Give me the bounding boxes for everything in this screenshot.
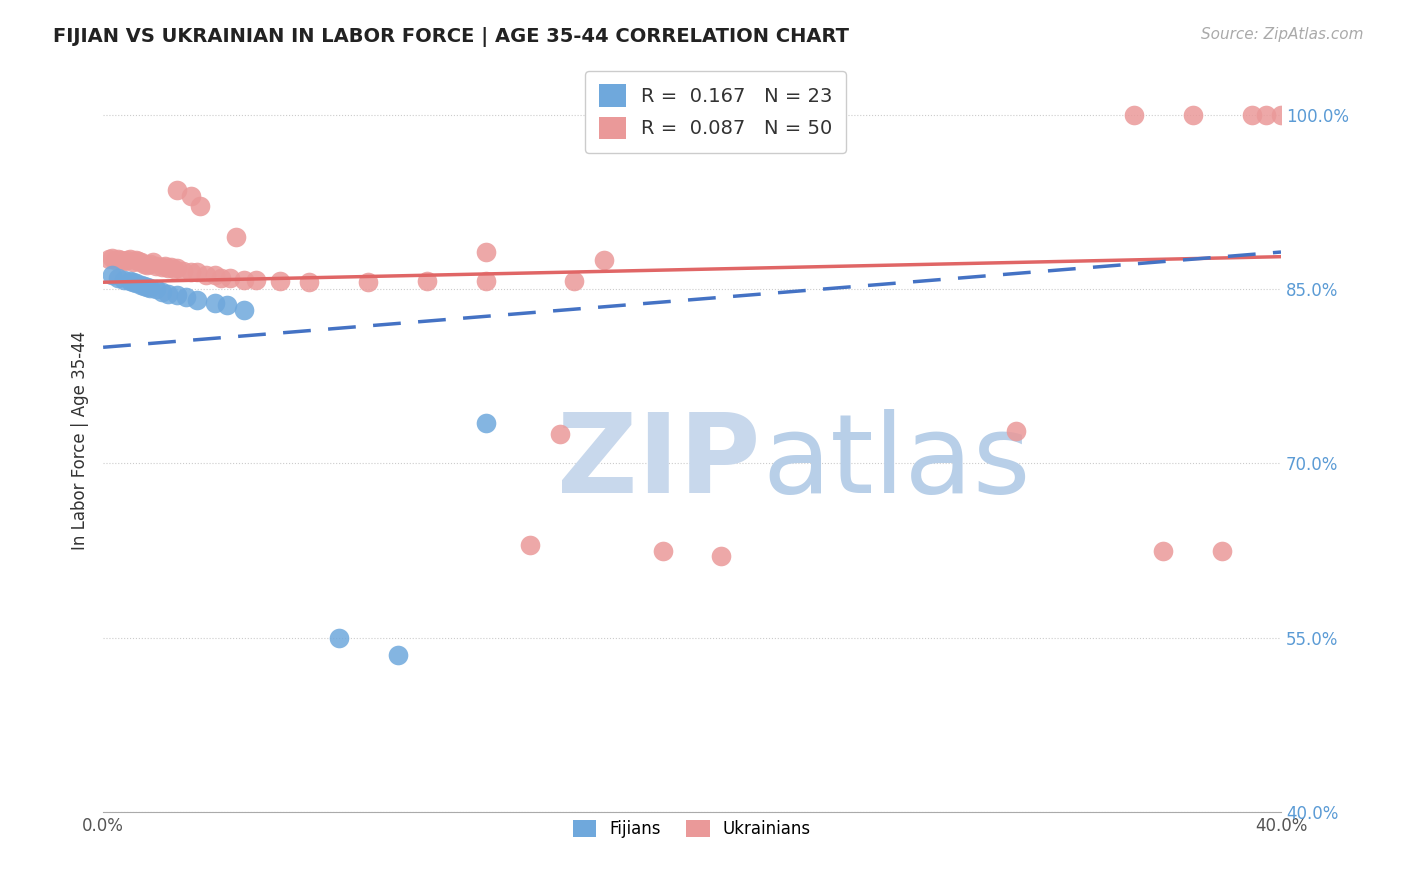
Point <box>1152 543 1174 558</box>
Point <box>98 252 121 266</box>
Point <box>145 282 167 296</box>
Point <box>172 263 194 277</box>
Point <box>150 285 173 299</box>
Point <box>233 273 256 287</box>
Point <box>180 265 202 279</box>
Point <box>174 290 197 304</box>
Point <box>118 252 141 266</box>
Point <box>131 255 153 269</box>
Point <box>387 648 409 662</box>
Point <box>204 296 226 310</box>
Point <box>233 303 256 318</box>
Point <box>188 198 211 212</box>
Point <box>134 257 156 271</box>
Point <box>127 254 149 268</box>
Point <box>153 259 176 273</box>
Point <box>710 549 733 564</box>
Point <box>112 273 135 287</box>
Point <box>195 268 218 283</box>
Point <box>104 253 127 268</box>
Text: ZIP: ZIP <box>557 409 761 516</box>
Point <box>115 253 138 268</box>
Point <box>107 252 129 266</box>
Point <box>156 286 179 301</box>
Point <box>145 259 167 273</box>
Point <box>156 261 179 276</box>
Point <box>1005 424 1028 438</box>
Point <box>110 253 132 268</box>
Point <box>592 253 614 268</box>
Point <box>475 274 498 288</box>
Point <box>136 258 159 272</box>
Point <box>139 257 162 271</box>
Point <box>1240 108 1263 122</box>
Point <box>118 274 141 288</box>
Point <box>186 293 208 307</box>
Point <box>416 274 439 288</box>
Point <box>112 254 135 268</box>
Point <box>1211 543 1233 558</box>
Point <box>298 275 321 289</box>
Point <box>225 230 247 244</box>
Point <box>166 261 188 276</box>
Point <box>269 274 291 288</box>
Point <box>562 274 585 288</box>
Point <box>134 278 156 293</box>
Point <box>166 288 188 302</box>
Legend: Fijians, Ukrainians: Fijians, Ukrainians <box>567 813 818 845</box>
Point <box>1256 108 1278 122</box>
Point <box>1181 108 1204 122</box>
Point <box>101 268 124 283</box>
Point <box>166 184 188 198</box>
Point <box>163 262 186 277</box>
Point <box>519 538 541 552</box>
Point <box>121 255 143 269</box>
Point <box>245 273 267 287</box>
Text: atlas: atlas <box>762 409 1031 516</box>
Point <box>124 277 146 291</box>
Point <box>475 245 498 260</box>
Text: Source: ZipAtlas.com: Source: ZipAtlas.com <box>1201 27 1364 42</box>
Point <box>136 280 159 294</box>
Point <box>548 427 571 442</box>
Point <box>328 631 350 645</box>
Point <box>139 281 162 295</box>
Point <box>142 255 165 269</box>
Point <box>1270 108 1292 122</box>
Point <box>475 416 498 430</box>
Point <box>124 253 146 268</box>
Point <box>186 265 208 279</box>
Point <box>357 275 380 289</box>
Point <box>209 270 232 285</box>
Point <box>1122 108 1144 122</box>
Point <box>204 268 226 283</box>
Text: FIJIAN VS UKRAINIAN IN LABOR FORCE | AGE 35-44 CORRELATION CHART: FIJIAN VS UKRAINIAN IN LABOR FORCE | AGE… <box>53 27 849 46</box>
Point <box>180 189 202 203</box>
Point <box>150 260 173 274</box>
Point <box>121 275 143 289</box>
Point <box>101 251 124 265</box>
Y-axis label: In Labor Force | Age 35-44: In Labor Force | Age 35-44 <box>72 331 89 549</box>
Point <box>218 270 240 285</box>
Point <box>107 270 129 285</box>
Point <box>131 277 153 292</box>
Point <box>160 260 183 274</box>
Point <box>215 298 238 312</box>
Point <box>651 543 673 558</box>
